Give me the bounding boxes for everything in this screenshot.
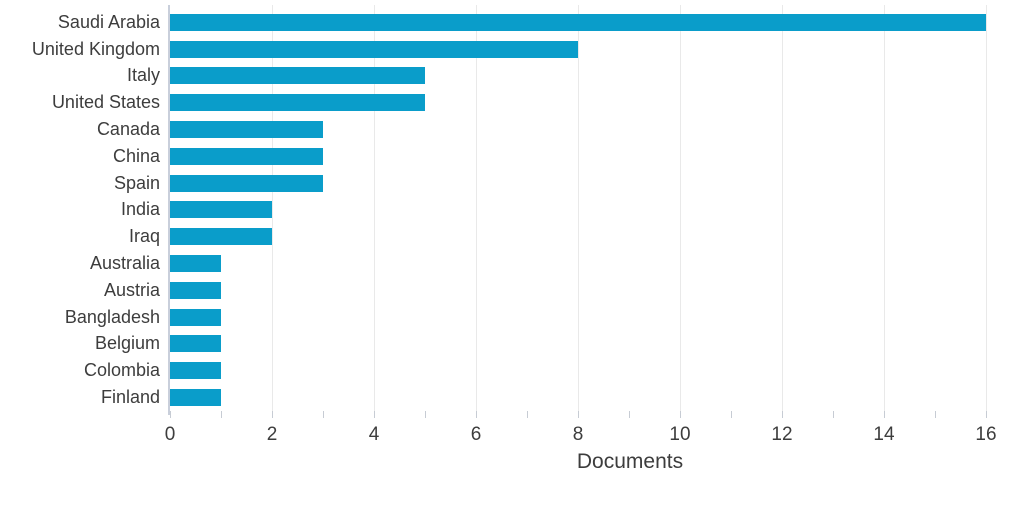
x-tick-label: 14 (873, 424, 895, 445)
bar-row (170, 277, 986, 304)
bar-saudi-arabia (170, 13, 986, 31)
x-tick-mark (833, 411, 834, 418)
x-tick-mark (731, 411, 732, 418)
x-tick-mark (221, 411, 222, 418)
category-label: Canada (96, 119, 160, 140)
bar-colombia (170, 362, 221, 380)
x-tick-mark (527, 411, 528, 418)
gridline (272, 5, 273, 411)
bar-china (170, 147, 323, 165)
bar-row (170, 36, 986, 63)
category-label: China (112, 145, 160, 166)
bar-united-states (170, 94, 425, 112)
x-tick-label: 6 (470, 424, 482, 445)
gridline (374, 5, 375, 411)
x-tick-mark (425, 411, 426, 418)
x-tick-mark (986, 411, 987, 418)
category-label: Bangladesh (64, 306, 160, 327)
category-label: Australia (89, 253, 160, 274)
x-tick-mark (272, 411, 273, 418)
x-tick-mark (680, 411, 681, 418)
x-tick-label: 12 (771, 424, 793, 445)
bar-italy (170, 67, 425, 85)
gridline (476, 5, 477, 411)
category-label: Belgium (94, 333, 160, 354)
x-tick-mark (935, 411, 936, 418)
bar-austria (170, 281, 221, 299)
category-label: Finland (100, 387, 160, 408)
gridline (680, 5, 681, 411)
bar-canada (170, 121, 323, 139)
category-label: Spain (113, 172, 160, 193)
bar-finland (170, 389, 221, 407)
x-axis-title: Documents (576, 450, 684, 473)
bar-row (170, 63, 986, 90)
bar-row (170, 357, 986, 384)
x-tick-label: 2 (266, 424, 278, 445)
bar-belgium (170, 335, 221, 353)
bar-australia (170, 255, 221, 273)
x-tick-mark (782, 411, 783, 418)
category-label: Austria (103, 279, 160, 300)
gridline (986, 5, 987, 411)
bar-row (170, 331, 986, 358)
bar-row (170, 170, 986, 197)
gridline (884, 5, 885, 411)
x-axis-ticks (170, 411, 987, 419)
category-label: Saudi Arabia (57, 11, 160, 32)
gridline (782, 5, 783, 411)
bar-iraq (170, 228, 272, 246)
bar-row (170, 89, 986, 116)
x-tick-mark (374, 411, 375, 418)
bar-row (170, 116, 986, 143)
category-label: India (120, 199, 160, 220)
bar-row (170, 384, 986, 411)
category-label: Iraq (128, 226, 160, 247)
y-axis-category-labels: Saudi Arabia United Kingdom Italy United St… (0, 9, 160, 411)
bar-row (170, 250, 986, 277)
bar-row (170, 223, 986, 250)
y-axis-line (168, 5, 170, 415)
x-tick-mark (323, 411, 324, 418)
gridline (578, 5, 579, 411)
category-label: Colombia (83, 360, 160, 381)
bar-india (170, 201, 272, 219)
category-label: Italy (126, 65, 160, 86)
bar-row (170, 197, 986, 224)
x-tick-label: 4 (368, 424, 380, 445)
bar-united-kingdom (170, 40, 578, 58)
x-tick-label: 0 (164, 424, 176, 445)
bar-row (170, 304, 986, 331)
bar-row (170, 9, 986, 36)
bar-bangladesh (170, 308, 221, 326)
bar-spain (170, 174, 323, 192)
category-label: United States (51, 92, 160, 113)
bar-row (170, 143, 986, 170)
category-label: United Kingdom (31, 38, 160, 59)
bar-series (170, 9, 986, 411)
x-axis-tick-labels: 0 2 4 6 8 10 12 14 16 (165, 424, 997, 448)
x-tick-label: 16 (975, 424, 997, 445)
x-tick-label: 10 (669, 424, 691, 445)
x-tick-mark (170, 411, 171, 418)
x-tick-mark (476, 411, 477, 418)
plot-area (168, 5, 987, 415)
x-tick-mark (578, 411, 579, 418)
x-tick-mark (629, 411, 630, 418)
x-tick-label: 8 (572, 424, 584, 445)
x-tick-mark (884, 411, 885, 418)
